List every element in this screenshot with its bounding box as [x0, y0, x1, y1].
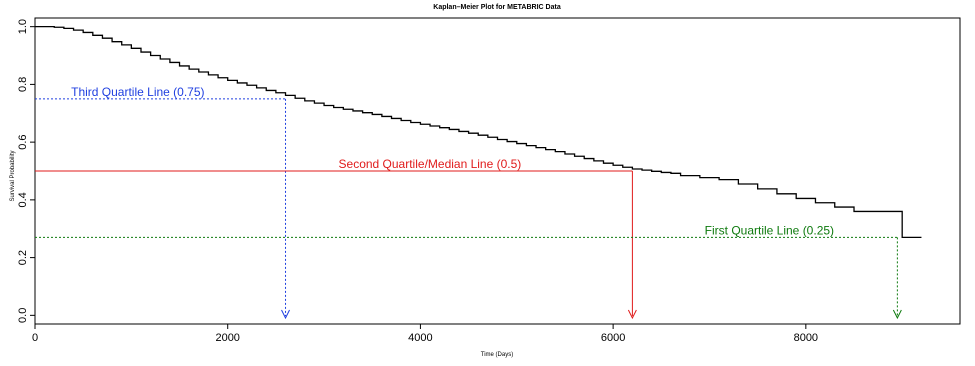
y-axis-label: Survival Probability: [10, 150, 16, 201]
reference-arrow-2: [627, 309, 637, 320]
y-tick-label: 0.0: [17, 308, 29, 323]
reference-label-2: Second Quartile/Median Line (0.5): [339, 157, 522, 171]
x-tick-label: 8000: [794, 332, 818, 344]
x-axis-label: Time (Days): [481, 352, 513, 358]
chart-title: Kaplan–Meier Plot for METABRIC Data: [433, 4, 561, 11]
y-tick-label: 0.2: [17, 250, 29, 265]
y-tick-label: 0.8: [17, 77, 29, 92]
x-tick-label: 4000: [408, 332, 432, 344]
reference-label-1: Third Quartile Line (0.75): [71, 85, 204, 99]
y-tick-label: 0.6: [17, 134, 29, 149]
reference-label-3: First Quartile Line (0.25): [705, 223, 834, 237]
reference-arrow-3: [892, 309, 902, 320]
reference-arrow-1: [281, 309, 290, 320]
reference-lines: Third Quartile Line (0.75) Second Quartil…: [35, 85, 902, 320]
series-group: [35, 26, 922, 239]
survival-curve: [35, 26, 922, 239]
axes: 0 2000 4000 6000 8000 0.0 0.2 0.4 0.6 0.8 1.0: [17, 19, 818, 344]
x-tick-label: 6000: [601, 332, 625, 344]
x-tick-label: 2000: [215, 332, 239, 344]
y-tick-label: 1.0: [17, 19, 29, 34]
x-tick-label: 0: [32, 332, 38, 344]
y-tick-label: 0.4: [17, 192, 29, 207]
